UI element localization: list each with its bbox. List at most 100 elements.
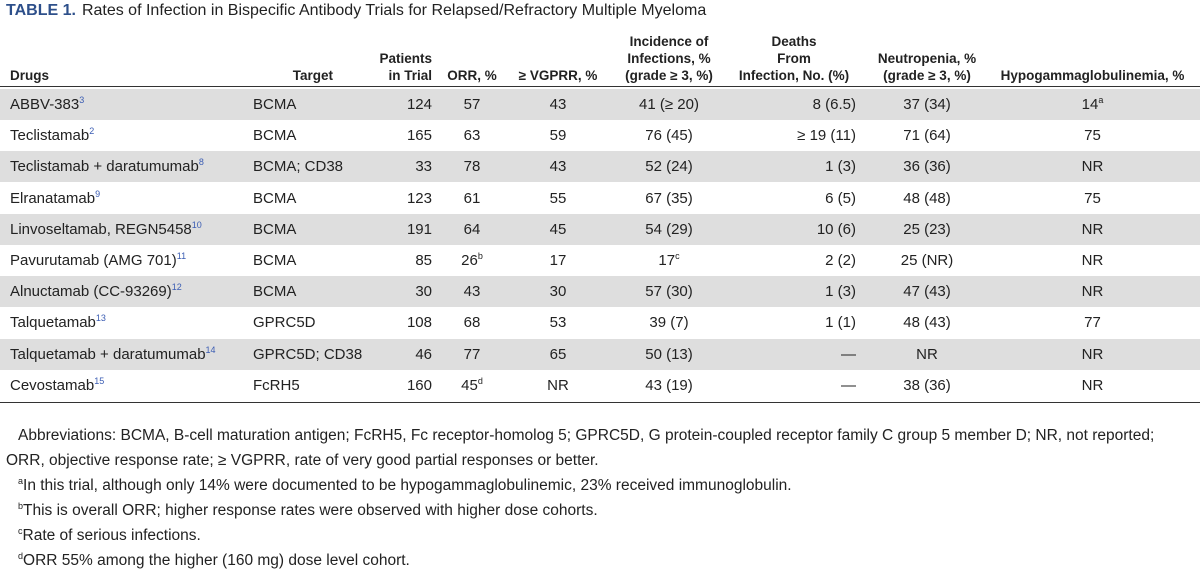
table-cell: 17c — [610, 245, 728, 276]
table-cell: 191 — [368, 214, 432, 245]
cell-text: 1 (3) — [825, 158, 856, 176]
cell-text: NR — [547, 376, 569, 394]
cell-text: 63 — [463, 127, 481, 145]
cell-text: 65 — [549, 345, 567, 363]
table-cell: 1 (1) — [732, 307, 856, 338]
table-cell: 78 — [440, 151, 504, 182]
table-cell: 2 (2) — [732, 245, 856, 276]
table-cell: 8 (6.5) — [732, 89, 856, 120]
table-cell: 45d — [440, 370, 504, 401]
table-cell: 47 (43) — [868, 276, 986, 307]
table-cell: — — [732, 339, 856, 370]
table-cell: BCMA — [253, 183, 333, 214]
table-cell: 30 — [368, 276, 432, 307]
table-cell: 53 — [508, 307, 608, 338]
footnote-text: Rate of serious infections. — [22, 527, 201, 544]
cell-text: Talquetamab + daratumumab — [10, 345, 206, 363]
table-cell: NR — [990, 151, 1195, 182]
bottom-rule — [0, 402, 1200, 403]
table-cell: 123 — [368, 183, 432, 214]
header-text: Hypogammaglobulinemia, % — [1000, 68, 1185, 83]
table-row: Talquetamab + daratumumab14 GPRC5D; CD38 4… — [0, 338, 1200, 370]
cell-text: BCMA; CD38 — [253, 158, 344, 176]
cell-text: BCMA — [253, 220, 297, 238]
footnote-mark: a — [18, 476, 24, 486]
table-cell: NR — [990, 276, 1195, 307]
column-header: Drugs — [10, 14, 250, 84]
table-cell: 25 (NR) — [868, 245, 986, 276]
cell-text: 59 — [549, 127, 567, 145]
table-cell: 45 — [508, 214, 608, 245]
cell-text: 165 — [406, 127, 432, 145]
cell-text: 43 (19) — [645, 376, 693, 394]
table-cell: 46 — [368, 339, 432, 370]
table-cell: 77 — [440, 339, 504, 370]
footnote: bThis is overall ORR; higher response ra… — [6, 498, 1194, 523]
footnote-text: This is overall ORR; higher response rat… — [23, 502, 598, 519]
table-cell: 39 (7) — [610, 307, 728, 338]
cell-text: 45 — [549, 220, 567, 238]
column-header: Target — [253, 14, 333, 84]
table-cell: Cevostamab15 — [10, 370, 250, 401]
cell-text: — — [841, 376, 856, 394]
cell-text: NR — [1081, 376, 1104, 394]
table-cell: 14a — [990, 89, 1195, 120]
cell-text: Teclistamab + daratumumab — [10, 158, 199, 176]
cell-text: 14 — [1081, 96, 1099, 113]
table-cell: 61 — [440, 183, 504, 214]
table-cell: NR — [990, 245, 1195, 276]
cell-text: Elranatamab — [10, 189, 96, 207]
table-row: Linvoseltamab, REGN545810 BCMA 191 64 45 54 (… — [0, 213, 1200, 245]
table-cell: BCMA; CD38 — [253, 151, 343, 182]
cell-text: 17 — [549, 252, 567, 269]
cell-text: 6 (5) — [825, 189, 856, 207]
table-cell: 57 — [440, 89, 504, 120]
cell-text: BCMA — [253, 283, 297, 301]
footnote-text: ORR 55% among the higher (160 mg) dose l… — [23, 552, 410, 569]
table-cell: 43 — [440, 276, 504, 307]
cell-text: NR — [1081, 283, 1104, 301]
header-text: Drugs — [10, 68, 50, 83]
abbreviations: Abbreviations: BCMA, B-cell maturation a… — [6, 427, 1155, 469]
cell-text: 160 — [406, 376, 432, 394]
cell-text: 1 (1) — [825, 314, 856, 332]
cell-text: — — [841, 345, 856, 363]
table-title: TABLE 1. Rates of Infection in Bispecific… — [6, 2, 706, 20]
table-row: Talquetamab13 GPRC5D 108 68 53 39 (7) 1 (1) 48 … — [0, 307, 1200, 338]
cell-text: 77 — [463, 345, 481, 363]
reference: 11 — [176, 251, 187, 261]
table-cell: Talquetamab13 — [10, 307, 250, 338]
table-cell: NR — [508, 370, 608, 401]
table-cell: 59 — [508, 120, 608, 151]
reference: 14 — [205, 344, 216, 355]
table-cell: 65 — [508, 339, 608, 370]
cell-text: 26 — [461, 252, 478, 269]
table-cell: Elranatamab9 — [10, 183, 250, 214]
cell-text: Alnuctamab (CC-93269) — [10, 283, 172, 301]
footnote-text: In this trial, although only 14% were do… — [23, 477, 792, 494]
cell-text: ABBV-383 — [10, 96, 80, 113]
cell-text: 71 (64) — [903, 127, 951, 145]
cell-text: BCMA — [253, 252, 297, 269]
table-cell: GPRC5D; CD38 — [253, 339, 362, 370]
table-label: TABLE 1. — [6, 2, 76, 19]
cell-text: Pavurutamab (AMG 701) — [10, 252, 177, 269]
table-cell: BCMA — [253, 245, 333, 276]
table-row: Teclistamab2 BCMA 165 63 59 76 (45) ≥ 19 (11) 7… — [0, 120, 1200, 151]
cell-text: Cevostamab — [10, 376, 95, 394]
table-cell: 1 (3) — [732, 151, 856, 182]
cell-text: 53 — [549, 314, 567, 332]
cell-text: 25 (NR) — [900, 252, 954, 269]
reference: 13 — [95, 313, 106, 324]
table-row: Pavurutamab (AMG 701)11 BCMA 85 26b 17 17c 2 (… — [0, 245, 1200, 276]
table-cell: ABBV-3833 — [10, 89, 250, 120]
table-cell: 48 (43) — [868, 307, 986, 338]
cell-text: NR — [1081, 220, 1104, 238]
cell-text: 30 — [415, 283, 432, 301]
table-cell: 160 — [368, 370, 432, 401]
cell-text: 77 — [1084, 314, 1101, 332]
header-text: ORR, % — [447, 68, 497, 83]
table-cell: 1 (3) — [732, 276, 856, 307]
table-cell: 38 (36) — [868, 370, 986, 401]
table-row: Elranatamab9 BCMA 123 61 55 67 (35) 6 (5) 48 (4… — [0, 183, 1200, 214]
